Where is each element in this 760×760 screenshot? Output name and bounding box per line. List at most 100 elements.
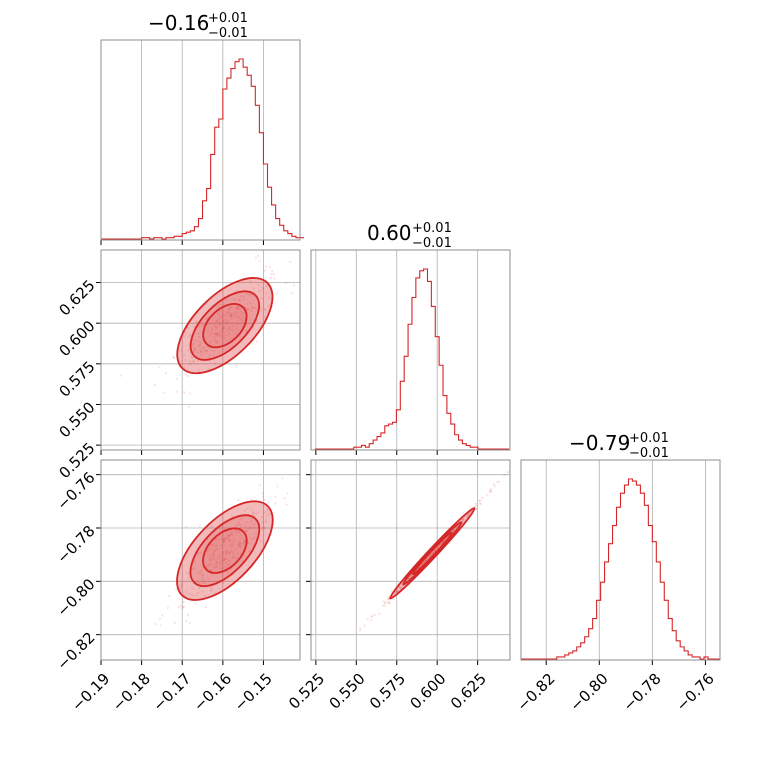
scatter-point (193, 348, 196, 351)
scatter-point (221, 581, 224, 585)
scatter-point (220, 328, 223, 331)
scatter-point (209, 556, 212, 559)
scatter-point (226, 536, 230, 539)
scatter-point (221, 552, 224, 555)
scatter-point (227, 538, 231, 541)
scatter-point (219, 561, 222, 564)
scatter-point (212, 553, 215, 556)
scatter-point (214, 562, 218, 565)
scatter-point (209, 589, 213, 593)
scatter-point (184, 331, 187, 335)
panel-background (311, 460, 510, 660)
title-param-0: −0.16 +0.01 −0.01 (148, 11, 248, 41)
scatter-point (267, 297, 271, 300)
panel-background (521, 460, 720, 660)
scatter-point (228, 540, 232, 543)
scatter-point (272, 273, 276, 276)
scatter-point (467, 513, 470, 516)
scatter-point (218, 333, 221, 336)
scatter-point (158, 366, 161, 369)
scatter-point (244, 525, 247, 528)
scatter-point (206, 330, 210, 333)
scatter-point (267, 304, 270, 307)
scatter-point (232, 556, 235, 560)
scatter-point (252, 511, 255, 515)
scatter-point (378, 612, 381, 615)
histogram-panel-2: −0.82 −0.80 −0.78 −0.76 (513, 459, 721, 715)
scatter-point (259, 539, 262, 543)
scatter-point (235, 306, 238, 309)
scatter-point (222, 539, 226, 542)
scatter-point (478, 502, 482, 505)
scatter-point (215, 325, 218, 329)
scatter-point (212, 350, 216, 353)
scatter-point (252, 526, 256, 529)
scatter-point (236, 311, 239, 314)
scatter-point (228, 534, 231, 537)
scatter-point (256, 511, 260, 514)
scatter-point (186, 613, 189, 617)
contour-level-2 (176, 277, 274, 375)
scatter-point (399, 586, 403, 589)
scatter-point (182, 335, 186, 338)
scatter-point (236, 327, 239, 331)
scatter-point (263, 525, 266, 529)
scatter-point (237, 305, 240, 309)
scatter-point (498, 480, 501, 483)
scatter-point (236, 315, 240, 318)
scatter-point (486, 493, 489, 497)
scatter-point (246, 308, 249, 311)
scatter-point (226, 571, 229, 574)
scatter-point (228, 551, 231, 554)
scatter-point (238, 545, 242, 548)
scatter-point (312, 454, 314, 456)
scatter-point (212, 552, 215, 555)
scatter-point (194, 602, 197, 605)
scatter-point (188, 360, 192, 363)
scatter-point (388, 601, 391, 605)
scatter-point (432, 551, 435, 554)
scatter-point (162, 391, 165, 394)
scatter-point (191, 586, 194, 590)
scatter-point (216, 305, 220, 309)
scatter-point (373, 613, 377, 616)
scatter-point (208, 341, 212, 344)
scatter-point (212, 557, 215, 561)
scatter-point (212, 354, 216, 357)
scatter-point (197, 351, 200, 354)
scatter-point (249, 526, 252, 529)
scatter-point (181, 606, 184, 610)
scatter-point (257, 283, 260, 286)
scatter-point (164, 372, 168, 375)
contour-level-0 (202, 527, 248, 574)
scatter-point (252, 513, 255, 516)
title-upper-error: +0.01 (208, 11, 248, 26)
scatter-point (259, 306, 263, 310)
scatter-point (200, 350, 203, 354)
y-tick-label: 0.625 (55, 276, 98, 319)
scatter-point (210, 569, 213, 572)
scatter-point (237, 541, 241, 544)
scatter-point (264, 308, 267, 312)
scatter-point (241, 319, 244, 322)
scatter-point (201, 324, 204, 328)
scatter-point (422, 561, 425, 564)
scatter-point (198, 587, 201, 590)
scatter-point (185, 619, 188, 623)
x-tick-label: −0.16 (190, 670, 235, 715)
scatter-point (201, 346, 205, 350)
scatter-point (222, 327, 225, 330)
scatter-point (197, 571, 200, 574)
scatter-point (431, 551, 434, 554)
contour-level-1 (402, 521, 463, 586)
scatter-point (236, 530, 239, 533)
scatter-point (226, 551, 229, 555)
scatter-point (285, 503, 288, 506)
scatter-point (231, 555, 235, 558)
scatter-point (195, 320, 198, 323)
scatter-point (231, 324, 234, 328)
scatter-point (179, 604, 182, 607)
scatter-point (478, 499, 481, 503)
scatter-point (452, 528, 455, 532)
